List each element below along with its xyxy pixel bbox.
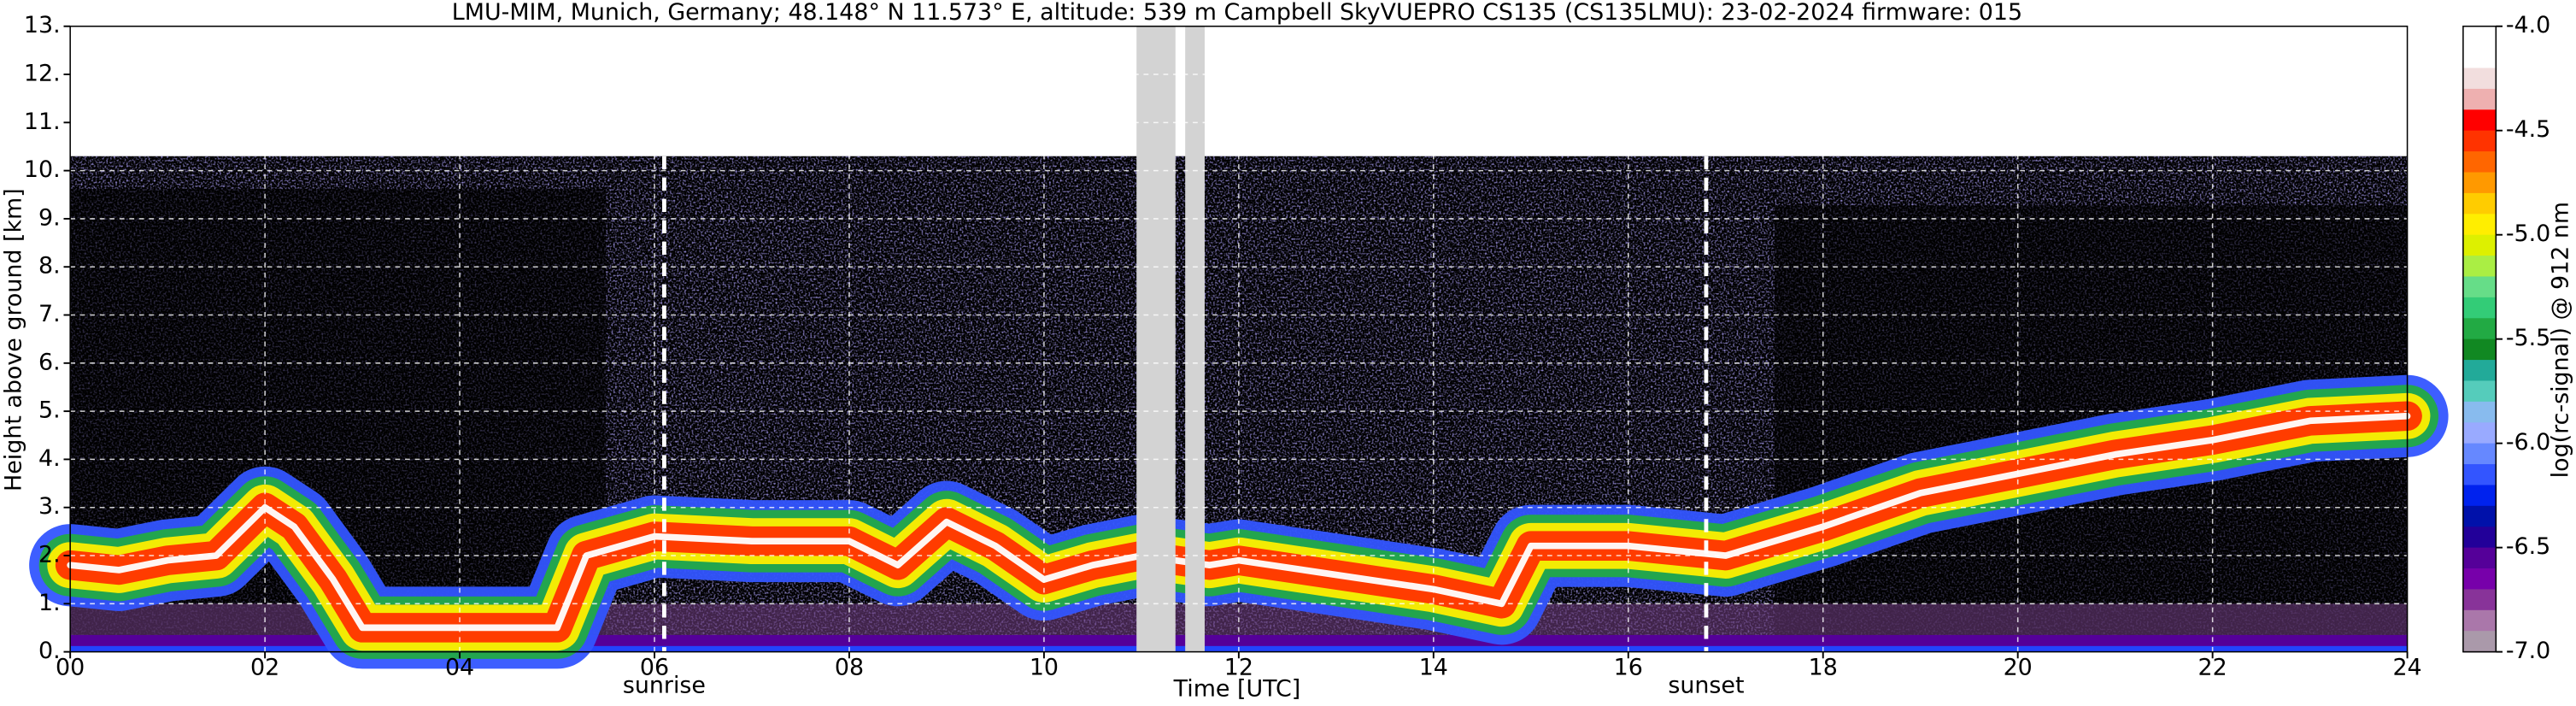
y-tick-label: 0. [38,638,61,664]
colorbar-label: log(rc-signal) @ 912 nm [2548,202,2574,478]
x-tick-label: 16 [1614,654,1643,680]
colorbar-swatch [2462,589,2497,611]
colorbar-tick-label: -6.5 [2506,533,2550,560]
colorbar-swatch [2462,172,2497,194]
colorbar-swatch [2462,568,2497,591]
y-tick-label: 3. [38,493,61,520]
y-tick-label: 4. [38,445,61,472]
x-tick-label: 20 [2004,654,2033,680]
x-tick-label: 08 [835,654,864,680]
x-tick-label: 18 [1809,654,1838,680]
y-tick-label: 8. [38,253,61,279]
y-tick-label: 9. [38,204,61,231]
x-tick-label: 12 [1224,654,1253,680]
y-tick-label: 5. [38,397,61,424]
colorbar-swatch [2462,505,2497,528]
aerosol-layer [67,412,2411,632]
x-tick-label: 14 [1419,654,1448,680]
colorbar-swatch [2462,547,2497,569]
colorbar-swatch [2462,256,2497,278]
y-tick-label: 13. [24,12,61,38]
colorbar-swatch [2462,151,2497,174]
plot-frame [69,25,2409,653]
x-axis-label: Time [UTC] [1173,675,1301,702]
y-tick-label: 11. [24,109,61,135]
data-gap [1136,26,1176,652]
y-tick-label: 2. [38,542,61,568]
colorbar-swatch [2462,485,2497,507]
colorbar-swatch [2462,609,2497,632]
colorbar-swatch [2462,360,2497,382]
colorbar-swatch [2462,68,2497,90]
colorbar-swatch [2462,380,2497,403]
y-tick-label: 12. [24,61,61,87]
y-tick-label: 6. [38,349,61,375]
y-tick-label: 7. [38,301,61,327]
colorbar-tick-label: -7.0 [2506,638,2550,664]
colorbar-swatch [2462,401,2497,424]
x-tick-label: 22 [2198,654,2227,680]
chart-title: LMU-MIM, Munich, Germany; 48.148° N 11.5… [452,0,2022,26]
colorbar-swatch [2462,88,2497,111]
colorbar-swatch [2462,276,2497,298]
x-tick-label: 00 [56,654,85,680]
colorbar-tick-label: -4.5 [2506,116,2550,143]
annotation-label: sunrise [623,672,706,698]
x-tick-label: 24 [2392,654,2421,680]
colorbar-swatch [2462,338,2497,362]
colorbar-tick-label: -5.5 [2506,325,2550,351]
x-tick-label: 02 [250,654,279,680]
colorbar-tick-label: -4.0 [2506,12,2550,38]
x-tick-label: 04 [445,654,474,680]
colorbar-tick-label: -5.0 [2506,221,2550,247]
x-tick-label: 10 [1030,654,1059,680]
y-axis-label: Height above ground [km] [0,188,26,491]
colorbar-swatch [2462,422,2497,444]
colorbar-swatch [2462,527,2497,549]
colorbar-swatch [2462,443,2497,466]
y-tick-label: 10. [24,156,61,183]
annotation-label: sunset [1668,672,1744,698]
colorbar-swatch [2462,297,2497,320]
colorbar-swatch [2462,234,2497,257]
colorbar-swatch [2462,192,2497,215]
colorbar-swatch [2462,464,2497,486]
colorbar-swatch [2462,214,2497,236]
colorbar-swatch [2462,26,2497,49]
x-tick-label: 06 [640,654,669,680]
colorbar-swatch [2462,631,2497,653]
colorbar-swatch [2462,130,2497,153]
colorbar-swatch [2462,109,2497,132]
data-gap [1185,26,1205,652]
colorbar-swatch [2462,318,2497,340]
colorbar-tick-label: -6.0 [2506,429,2550,456]
colorbar-swatch [2462,47,2497,69]
y-tick-label: 1. [38,590,61,616]
